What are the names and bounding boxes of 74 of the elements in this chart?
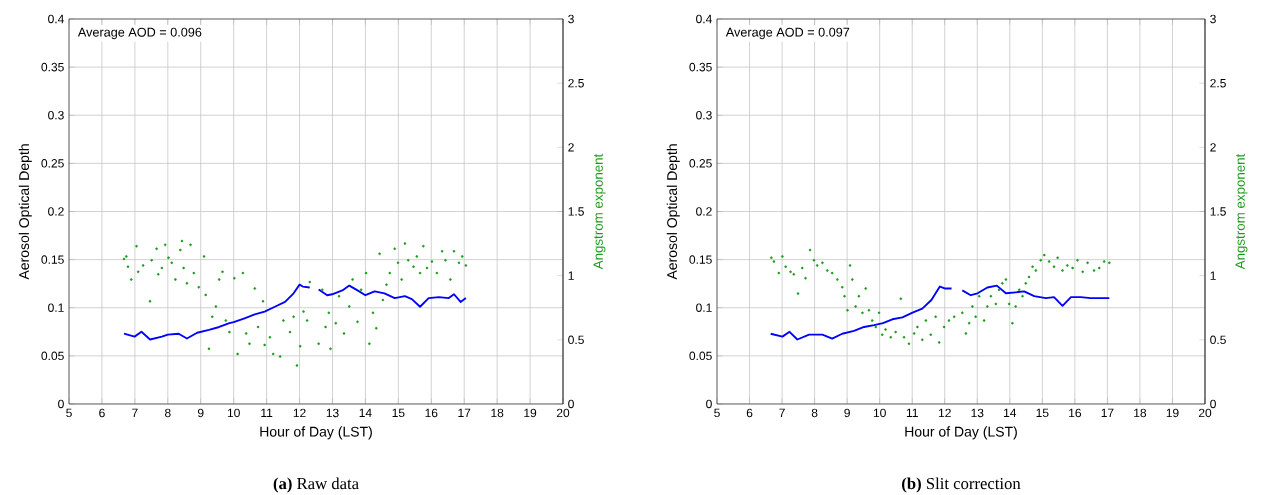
x-tick-label: 13 — [326, 408, 339, 418]
x-axis-title: Hour of Day (LST) — [905, 426, 1017, 440]
x-tick-label: 20 — [556, 408, 570, 418]
x-tick-label: 14 — [359, 408, 372, 417]
x-tick-label: 10 — [873, 408, 886, 418]
y-tick-label: 0.4 — [696, 14, 712, 24]
x-tick-label: 8 — [811, 408, 818, 418]
y-tick-label: 0 — [706, 399, 712, 409]
annotation: Average AOD = 0.097 — [725, 27, 850, 40]
y-tick-label: 0.3 — [48, 110, 64, 120]
x-tick-label: 7 — [779, 408, 785, 417]
x-tick-label: 6 — [99, 408, 105, 418]
y-tick-label: 0.3 — [696, 110, 712, 120]
y2-tick-label: 2.5 — [1210, 78, 1226, 88]
x-tick-label: 5 — [714, 408, 720, 418]
x-tick-label: 8 — [165, 408, 171, 418]
x-tick-label: 19 — [524, 408, 537, 418]
x-tick-label: 6 — [746, 408, 753, 418]
y-tick-label: 0.35 — [689, 62, 712, 72]
y2-tick-label: 0 — [1210, 399, 1216, 409]
y2-axis-title: Angstrom exponent — [1235, 153, 1248, 270]
y2-tick-label: 0.5 — [568, 335, 584, 345]
annotation: Average AOD = 0.096 — [77, 27, 202, 40]
y2-axis-title: Angstrom exponent — [593, 153, 606, 270]
y-axis-title: Aerosol Optical Depth — [666, 144, 680, 280]
y-tick-label: 0.25 — [689, 159, 712, 168]
y2-tick-label: 3 — [568, 14, 574, 24]
x-tick-label: 5 — [66, 408, 72, 418]
x-tick-label: 14 — [1004, 408, 1017, 417]
y-tick-label: 0.15 — [689, 255, 712, 264]
y-tick-label: 0.2 — [48, 207, 64, 216]
text: (a) Raw data — [273, 477, 359, 493]
x-tick-label: 15 — [392, 408, 405, 418]
y2-tick-label: 0 — [568, 399, 574, 409]
x-tick-label: 17 — [458, 408, 471, 417]
y-tick-label: 0.35 — [41, 62, 64, 72]
y2-tick-label: 1.5 — [568, 207, 584, 216]
y-tick-label: 0.15 — [41, 255, 64, 264]
x-tick-label: 15 — [1036, 408, 1049, 418]
y2-tick-label: 2 — [568, 143, 574, 152]
x-tick-label: 19 — [1166, 408, 1179, 418]
text: (b) Slit correction — [902, 477, 1021, 493]
y2-tick-label: 3 — [1210, 14, 1216, 24]
y-axis-title: Aerosol Optical Depth — [18, 144, 32, 280]
y2-tick-label: 2 — [1210, 143, 1216, 152]
x-tick-label: 20 — [1198, 408, 1212, 418]
x-tick-label: 18 — [491, 408, 504, 418]
x-tick-label: 17 — [1101, 408, 1114, 417]
x-tick-label: 10 — [227, 408, 240, 418]
y2-tick-label: 1 — [1210, 271, 1216, 280]
x-tick-label: 11 — [261, 408, 273, 417]
x-tick-label: 9 — [197, 408, 204, 418]
x-tick-label: 9 — [844, 408, 850, 418]
y2-tick-label: 1 — [568, 271, 574, 280]
x-tick-label: 13 — [971, 408, 984, 418]
x-tick-label: 12 — [938, 408, 951, 418]
y-tick-label: 0.05 — [41, 351, 64, 361]
y-tick-label: 0.1 — [48, 303, 64, 312]
y-tick-label: 0.1 — [696, 303, 712, 312]
y-tick-label: 0.25 — [41, 159, 64, 168]
y2-tick-label: 0.5 — [1210, 335, 1226, 345]
x-tick-label: 16 — [425, 408, 438, 418]
y-tick-label: 0.05 — [689, 351, 712, 361]
x-tick-label: 12 — [293, 408, 306, 418]
y2-tick-label: 1.5 — [1210, 207, 1226, 216]
y-tick-label: 0.4 — [48, 14, 64, 24]
x-tick-label: 11 — [906, 408, 918, 417]
y2-tick-label: 2.5 — [568, 78, 584, 88]
y-tick-label: 0.2 — [696, 207, 712, 216]
y-tick-label: 0 — [58, 399, 64, 409]
x-tick-label: 18 — [1134, 408, 1147, 418]
x-axis-title: Hour of Day (LST) — [260, 426, 372, 440]
x-tick-label: 16 — [1069, 408, 1082, 418]
x-tick-label: 7 — [132, 408, 138, 417]
